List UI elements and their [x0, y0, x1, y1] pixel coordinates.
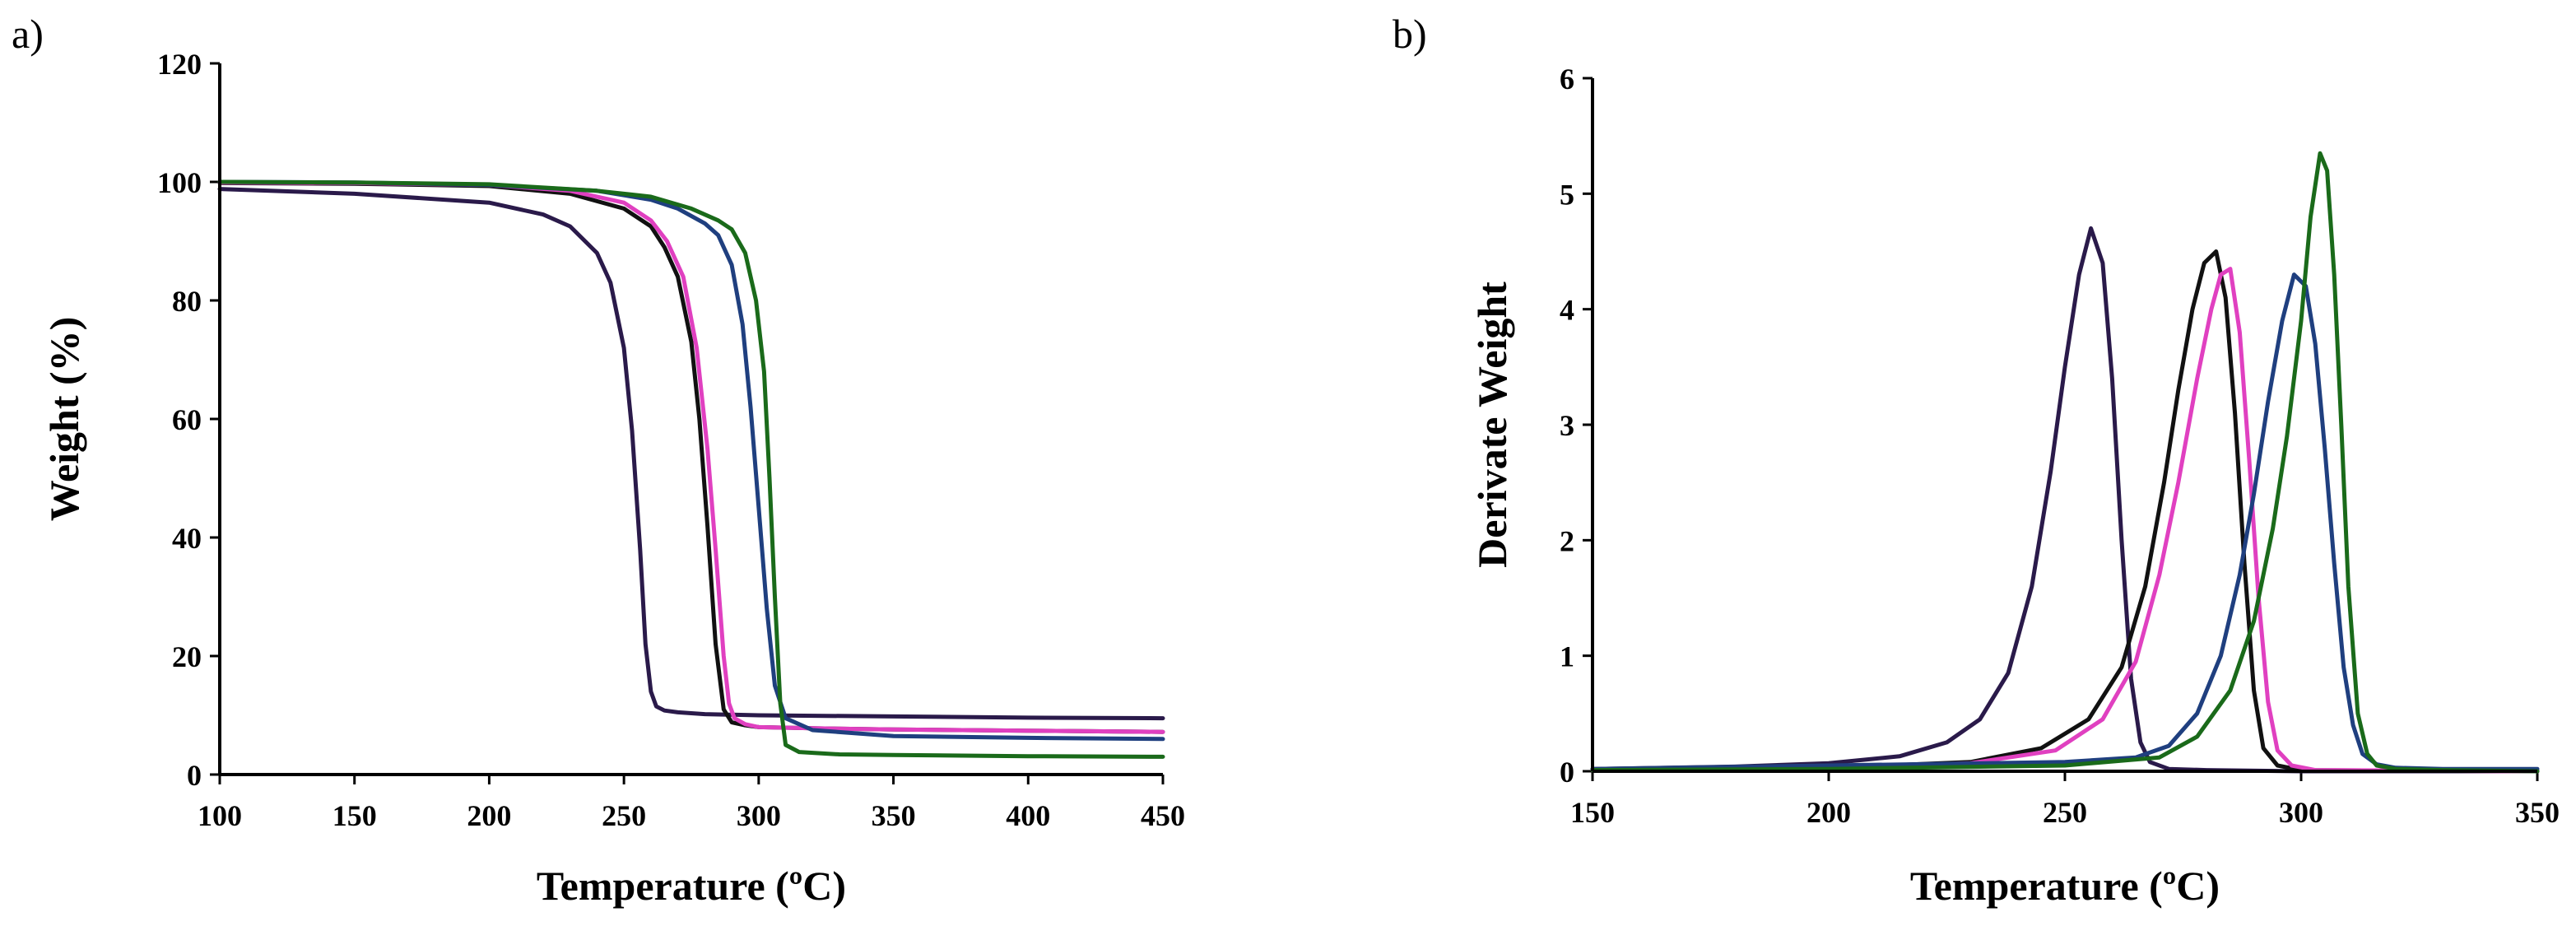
- y-tick-label-b: 1: [1560, 640, 1574, 673]
- y-tick-label-b: 4: [1560, 294, 1574, 327]
- x-tick-label-a: 450: [1141, 799, 1185, 832]
- y-tick-label-b: 3: [1560, 409, 1574, 442]
- x-axis-title-a: Temperature (ºC): [537, 863, 846, 909]
- series-black-line-b: [1590, 249, 2540, 774]
- series-black-line-a: [217, 180, 1165, 734]
- y-tick-label-b: 0: [1560, 756, 1574, 789]
- x-tick-label-a: 400: [1006, 799, 1050, 832]
- x-tick-label-b: 300: [2279, 796, 2323, 829]
- chart-a-tga-weight: a) 100 150 200 250 300 350 400 450 0 20 40 60 80 100 1…: [12, 11, 1185, 909]
- y-axis-title-b: Derivate Weight: [1469, 282, 1515, 568]
- series-blue-line-a: [217, 179, 1165, 742]
- x-tick-label-a: 300: [737, 799, 781, 832]
- x-tick-label-a: 250: [602, 799, 646, 832]
- x-tick-label-b: 250: [2043, 796, 2087, 829]
- y-axis-title-a: Weight (%): [41, 317, 87, 522]
- x-tick-label-b: 150: [1570, 796, 1615, 829]
- y-tick-label-a: 120: [157, 48, 202, 81]
- y-tick-label-a: 60: [172, 403, 202, 436]
- x-tick-label-b: 350: [2515, 796, 2560, 829]
- chart-b-dtg-derivative: b) 150 200 250 300 350 0 1 2 3 4 5 6 Temperature (º…: [1393, 11, 2560, 909]
- x-tick-label-a: 350: [872, 799, 916, 832]
- x-tick-label-b: 200: [1806, 796, 1851, 829]
- y-tick-label-b: 2: [1560, 524, 1574, 557]
- series-green-line-a: [217, 179, 1165, 759]
- series-blue-line-b: [1590, 272, 2540, 771]
- panel-label-a: a): [12, 11, 44, 57]
- y-tick-label-a: 0: [187, 759, 202, 792]
- y-tick-label-b: 5: [1560, 178, 1574, 211]
- y-tick-label-b: 6: [1560, 63, 1574, 95]
- series-magenta-line-a: [217, 180, 1165, 734]
- y-tick-label-a: 80: [172, 285, 202, 318]
- y-tick-label-a: 100: [157, 166, 202, 199]
- x-tick-label-a: 100: [198, 799, 242, 832]
- x-tick-label-a: 200: [467, 799, 511, 832]
- series-purple-line-b: [1590, 226, 2540, 774]
- x-axis-title-b: Temperature (ºC): [1910, 863, 2220, 909]
- y-tick-label-a: 40: [172, 522, 202, 555]
- x-tick-label-a: 150: [332, 799, 377, 832]
- series-green-line-b: [1590, 151, 2540, 774]
- series-purple-line-a: [217, 187, 1165, 721]
- y-tick-label-a: 20: [172, 640, 202, 673]
- panel-label-b: b): [1393, 11, 1427, 57]
- series-magenta-line-b: [1590, 267, 2540, 774]
